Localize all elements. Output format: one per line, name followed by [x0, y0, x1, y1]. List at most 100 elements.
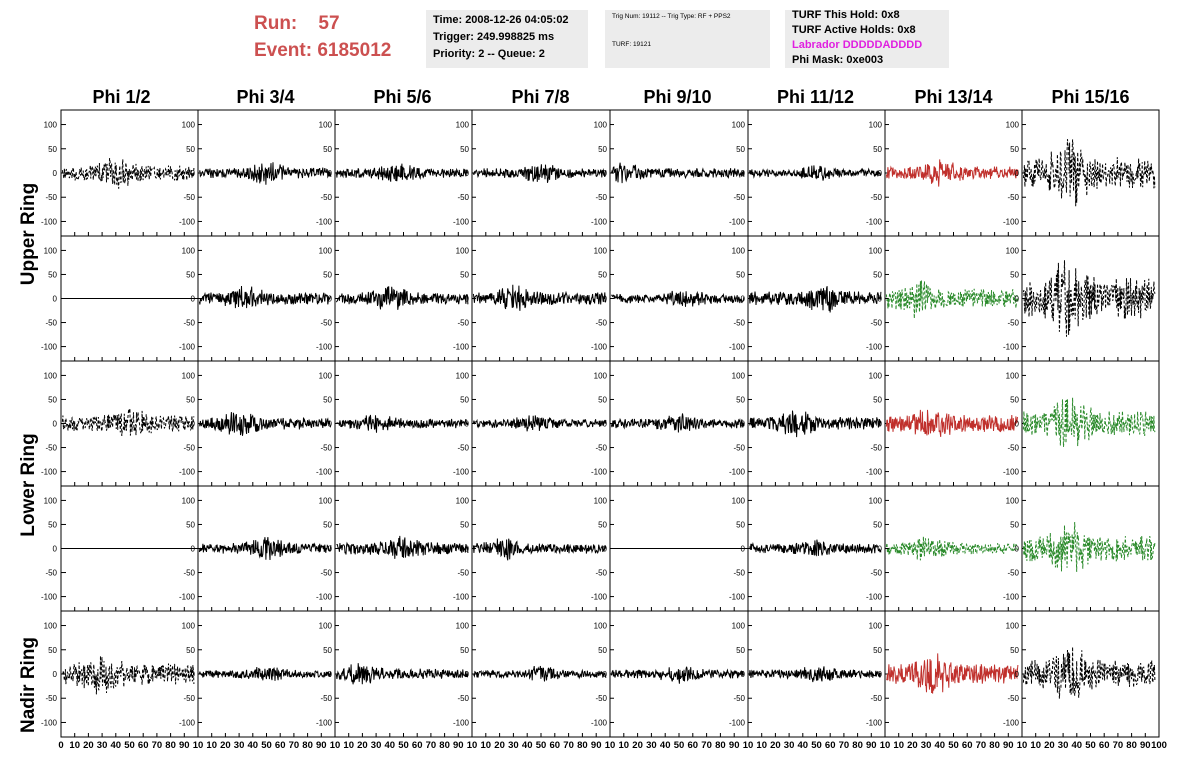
x-tick-label: 20 [83, 740, 94, 751]
x-tick-label: 10 [343, 740, 354, 751]
waveform-trace [610, 413, 745, 433]
x-tick-label: 30 [508, 740, 519, 751]
y-tick-label: 100 [869, 246, 883, 255]
y-tick-label: 50 [736, 395, 745, 404]
y-tick-label: -50 [870, 694, 882, 703]
y-tick-label: 100 [319, 622, 333, 631]
turf-this-hold-text: TURF This Hold: 0x8 [792, 9, 900, 21]
y-tick-label: -100 [316, 217, 333, 226]
x-tick-label: 60 [412, 740, 423, 751]
y-tick-label: 0 [53, 670, 58, 679]
waveform-trace [1022, 646, 1156, 699]
y-tick-label: 0 [603, 420, 608, 429]
y-tick-label: -50 [595, 694, 607, 703]
x-tick-label: 10 [619, 740, 630, 751]
panel-r4-c5: -100 -50 0 50 100 [729, 610, 886, 738]
y-tick-label: 0 [603, 295, 608, 304]
y-tick-label: 0 [878, 545, 883, 554]
y-tick-label: 50 [323, 520, 332, 529]
y-tick-label: 50 [736, 270, 745, 279]
y-tick-label: -50 [1007, 444, 1019, 453]
panel-r4-c2: -100 -50 0 50 100 [316, 610, 473, 738]
y-tick-label: 0 [1015, 545, 1020, 554]
waveform-trace [748, 165, 882, 181]
y-tick-label: 50 [186, 520, 195, 529]
panel-r0-c4: -100 -50 0 50 100 [591, 109, 749, 237]
x-tick-label: 90 [1003, 740, 1014, 751]
x-tick-label: 10 [330, 740, 341, 751]
waveform-trace [1022, 397, 1156, 447]
waveform-trace [749, 539, 882, 557]
panel-r2-c2: -100 -50 0 50 100 [316, 360, 473, 487]
y-tick-label: -100 [179, 343, 196, 352]
y-tick-label: 100 [456, 496, 470, 505]
x-tick-label: 30 [234, 740, 245, 751]
y-tick-label: -100 [41, 718, 58, 727]
y-tick-label: -50 [870, 444, 882, 453]
phi-label-13-14: Phi 13/14 [914, 87, 993, 107]
x-tick-label: 60 [275, 740, 286, 751]
x-tick-label: 50 [811, 740, 822, 751]
y-tick-label: 0 [741, 545, 746, 554]
y-tick-label: -100 [866, 718, 883, 727]
y-tick-label: 50 [460, 145, 469, 154]
y-tick-label: 100 [869, 622, 883, 631]
y-tick-label: -50 [45, 694, 57, 703]
panel-r0-c6: -100 -50 0 50 100 [866, 109, 1023, 237]
panel-r1-c3: -100 -50 0 50 100 [453, 235, 611, 362]
x-tick-label: 10 [880, 740, 891, 751]
panel-r0-c0: -100 -50 0 50 100 [41, 109, 199, 237]
y-tick-label: 50 [1010, 646, 1019, 655]
y-tick-label: 50 [1010, 520, 1019, 529]
y-tick-label: 100 [319, 496, 333, 505]
turf-text: TURF: 19121 [612, 41, 652, 48]
x-tick-label: 40 [111, 740, 122, 751]
time-text: Time: 2008-12-26 04:05:02 [433, 14, 569, 26]
x-tick-label: 70 [701, 740, 712, 751]
x-tick-label: 50 [398, 740, 409, 751]
x-tick-label: 70 [426, 740, 437, 751]
y-tick-label: 0 [465, 169, 470, 178]
y-tick-label: -100 [729, 718, 746, 727]
x-tick-label: 20 [1044, 740, 1055, 751]
waveform-trace [749, 410, 882, 438]
y-tick-label: 100 [732, 496, 746, 505]
x-tick-label: 70 [839, 740, 850, 751]
y-tick-label: -50 [1007, 319, 1019, 328]
y-tick-label: 50 [48, 646, 57, 655]
x-tick-label: 90 [1140, 740, 1151, 751]
y-tick-label: -100 [179, 593, 196, 602]
x-tick-label: 60 [688, 740, 699, 751]
waveform-trace [198, 537, 332, 561]
y-tick-label: 50 [48, 520, 57, 529]
y-tick-label: 0 [603, 545, 608, 554]
waveform-trace [472, 415, 607, 432]
y-tick-label: 50 [460, 646, 469, 655]
turf-active-holds-text: TURF Active Holds: 0x8 [792, 24, 916, 36]
y-tick-label: -50 [595, 319, 607, 328]
y-tick-label: -50 [733, 694, 745, 703]
y-tick-label: 50 [873, 646, 882, 655]
panel-r4-c6: -100 -50 0 50 100 [866, 610, 1023, 738]
x-tick-label: 40 [798, 740, 809, 751]
run-label: Run: [254, 13, 298, 34]
waveform-trace [472, 284, 607, 311]
waveform-trace [748, 666, 882, 683]
waveform-trace [886, 653, 1019, 694]
y-tick-label: -100 [591, 718, 608, 727]
waveform-trace [61, 157, 195, 189]
y-tick-label: 50 [323, 395, 332, 404]
y-tick-label: -100 [179, 468, 196, 477]
y-tick-label: 100 [732, 121, 746, 130]
y-tick-label: -100 [1003, 718, 1020, 727]
y-tick-label: 50 [598, 520, 607, 529]
y-tick-label: -50 [45, 569, 57, 578]
x-tick-label: 70 [1113, 740, 1124, 751]
y-tick-label: -100 [866, 468, 883, 477]
panel-r3-c0: -100 -50 0 50 100 [41, 485, 199, 612]
y-tick-label: 100 [456, 121, 470, 130]
y-tick-label: 100 [1006, 622, 1020, 631]
waveform-trace [335, 163, 469, 182]
y-tick-label: -100 [729, 343, 746, 352]
y-tick-label: -100 [453, 593, 470, 602]
